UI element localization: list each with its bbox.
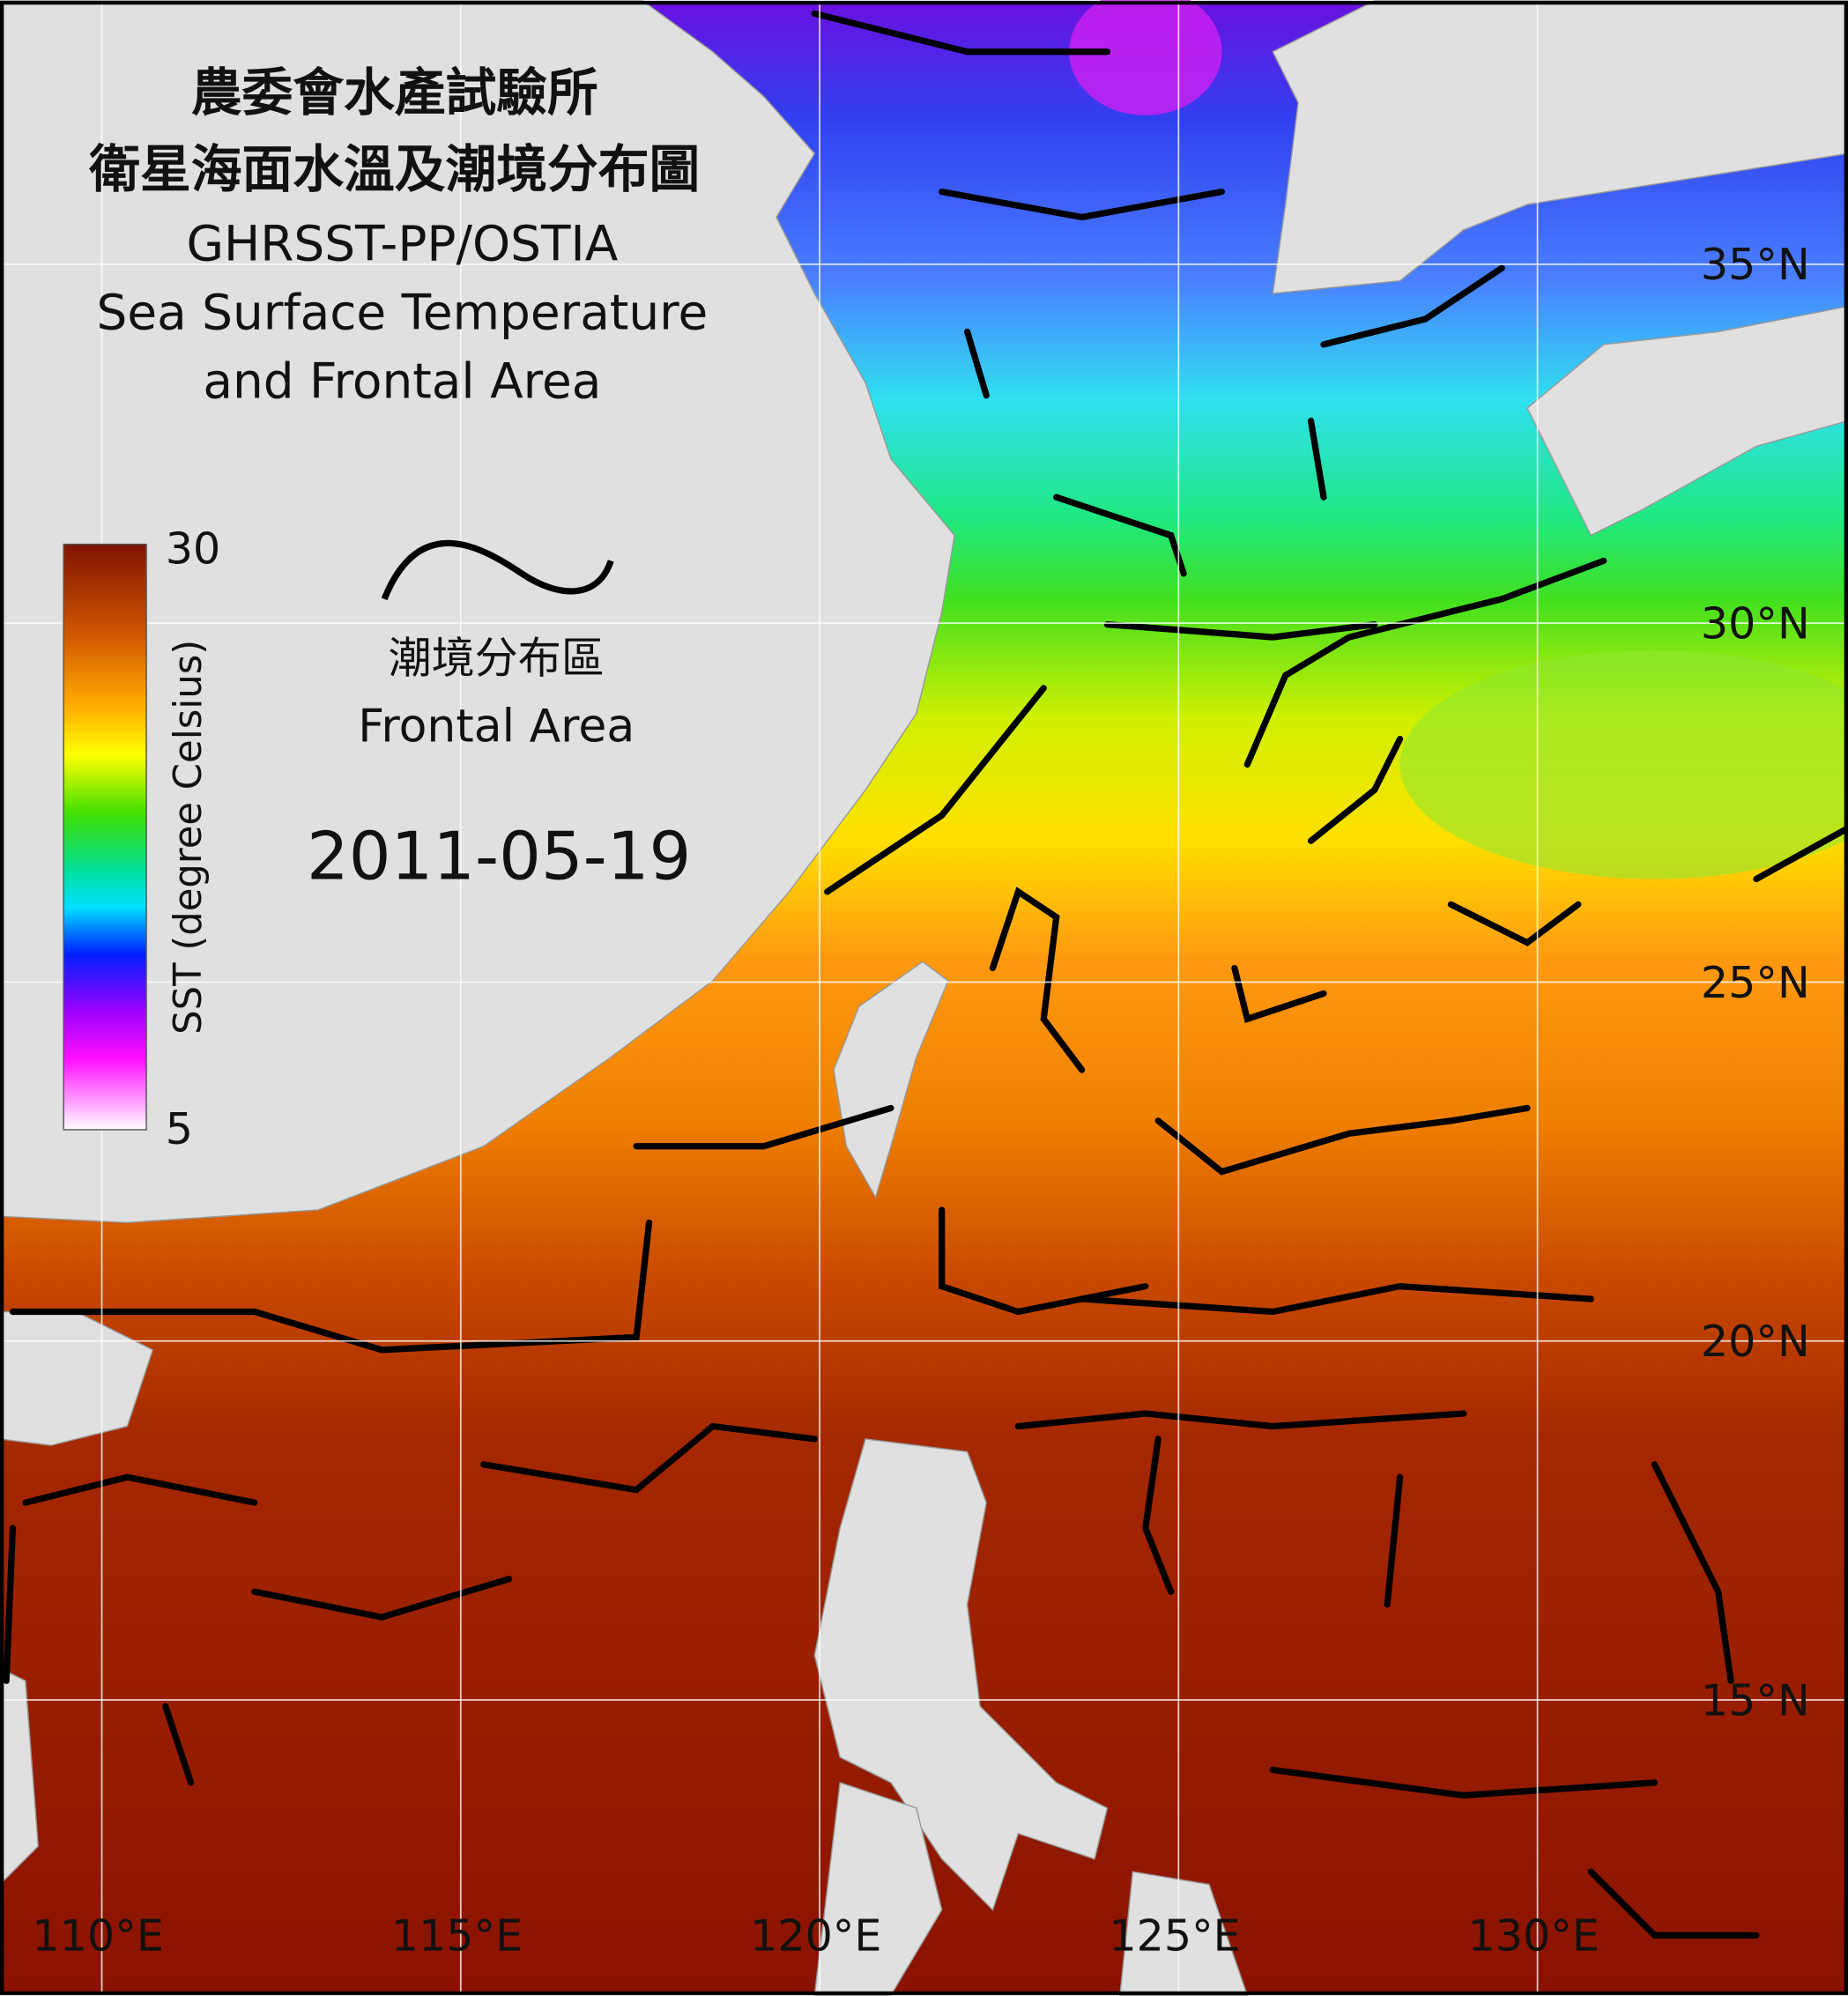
longitude-label: 115°E xyxy=(391,1910,523,1961)
japan xyxy=(1526,305,1848,537)
legend-zh: 潮境分布區 xyxy=(389,633,605,684)
title-line: GHRSST-PP/OSTIA xyxy=(186,216,618,272)
title: 農委會水產試驗所 衛星海面水溫及潮境分布圖 GHRSST-PP/OSTIA Se… xyxy=(88,63,708,409)
luzon xyxy=(813,1438,1109,1911)
colorbar-max: 30 xyxy=(166,523,220,574)
date: 2011-05-19 xyxy=(307,817,691,894)
colorbar-min: 5 xyxy=(166,1103,193,1154)
legend-box: 30 5 SST (degree Celsius) 潮境分布區 Frontal … xyxy=(63,523,691,1154)
legend-line xyxy=(381,539,614,601)
mindoro xyxy=(813,1781,943,1996)
latitude-label: 35°N xyxy=(1701,239,1810,290)
korea xyxy=(1272,0,1848,294)
china xyxy=(0,0,955,1224)
longitude-label: 125°E xyxy=(1109,1910,1240,1961)
vietnam xyxy=(0,1667,40,1886)
title-line: Sea Surface Temperature xyxy=(96,285,708,341)
legend-en: Frontal Area xyxy=(358,700,635,753)
latitude-label: 25°N xyxy=(1701,957,1810,1008)
fronts xyxy=(3,10,1848,1939)
colorbar-label: SST (degree Celsius) xyxy=(167,640,211,1035)
warm-patch xyxy=(1069,0,1222,115)
latitude-label: 15°N xyxy=(1701,1674,1810,1725)
colorbar xyxy=(63,543,147,1131)
latitude-label: 20°N xyxy=(1701,1316,1810,1367)
longitude-label: 110°E xyxy=(33,1910,164,1961)
taiwan xyxy=(833,961,949,1199)
longitude-label: 120°E xyxy=(750,1910,881,1961)
cool-patch xyxy=(1399,649,1848,879)
title-line: 農委會水產試驗所 xyxy=(191,63,598,122)
title-line: 衛星海面水溫及潮境分布圖 xyxy=(88,139,700,199)
title-line: and Frontal Area xyxy=(203,353,601,410)
latitude-label: 30°N xyxy=(1701,598,1810,649)
longitude-label: 130°E xyxy=(1468,1910,1599,1961)
